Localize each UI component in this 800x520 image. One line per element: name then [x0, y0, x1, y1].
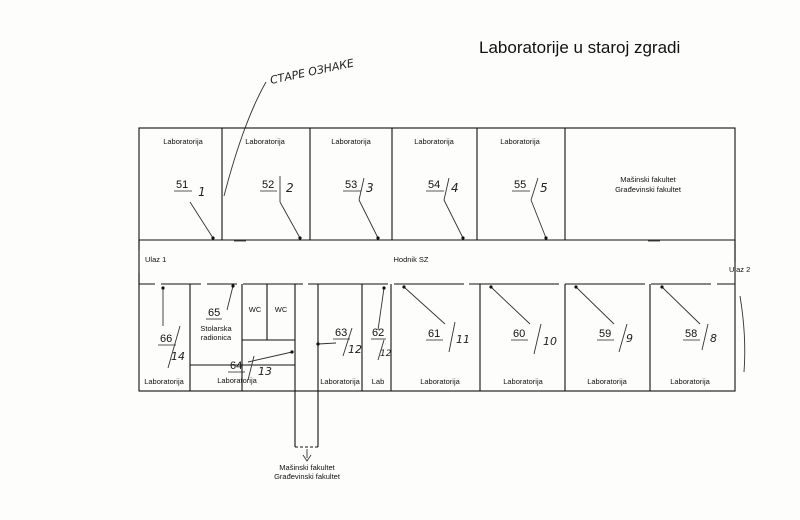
top-rooms	[139, 128, 735, 241]
room-number: 52	[262, 179, 274, 191]
room-number: 66	[160, 333, 172, 345]
wc-label: WC	[275, 305, 288, 314]
room-number: 58	[685, 328, 697, 340]
room-62: Lab 62 12	[371, 286, 392, 386]
exit-faculty-name: Građevinski fakultet	[274, 472, 341, 481]
faculty-name: Građevinski fakultet	[615, 185, 682, 194]
old-room-number: 8	[710, 332, 717, 345]
room-label: Laboratorija	[144, 377, 184, 386]
room-53: Laboratorija 53 3	[331, 137, 380, 240]
room-label: Lab	[372, 377, 385, 386]
room-number: 62	[372, 327, 384, 339]
bottom-rooms	[189, 284, 651, 448]
corridor-label: Hodnik SZ	[393, 255, 428, 264]
room-label: Laboratorija	[331, 137, 371, 146]
old-room-number: 10	[543, 335, 557, 348]
exit-passage: Mašinski fakultet Građevinski fakultet	[274, 449, 341, 481]
room-52: Laboratorija 52 2	[245, 137, 302, 240]
room-65: 65 Stolarska radionica	[200, 284, 235, 342]
old-room-number: 2	[286, 181, 294, 195]
room-label: Laboratorija	[503, 377, 543, 386]
room-number: 53	[345, 179, 357, 191]
room-60: Laboratorija 60 10	[489, 285, 557, 386]
room-66: Laboratorija 66 14	[144, 286, 185, 386]
old-room-number: 12	[380, 349, 392, 359]
arrow-down-icon	[302, 454, 312, 462]
entrance-2-label: Ulaz 2	[729, 265, 750, 274]
entrance-1-label: Ulaz 1	[145, 255, 166, 264]
old-room-number: 14	[171, 350, 185, 363]
room-label: Laboratorija	[587, 377, 627, 386]
room-64: Laboratorija 64 13	[217, 350, 294, 385]
wc-label: WC	[249, 305, 262, 314]
room-label: Laboratorija	[670, 377, 710, 386]
building-outline	[138, 127, 736, 392]
room-label: Laboratorija	[414, 137, 454, 146]
room-59: Laboratorija 59 9	[574, 285, 633, 386]
room-number: 60	[513, 328, 525, 340]
room-number: 65	[208, 307, 220, 319]
room-51: Laboratorija 51 1	[163, 137, 215, 240]
old-room-number: 9	[626, 332, 633, 345]
room-label: Laboratorija	[163, 137, 203, 146]
room-label: Laboratorija	[320, 377, 360, 386]
room-63: Laboratorija 63 12	[316, 327, 362, 386]
room-number: 63	[335, 327, 347, 339]
corridor: Ulaz 1 Hodnik SZ Ulaz 2	[138, 240, 750, 285]
room-61: Laboratorija 61 11	[402, 285, 470, 386]
note-pointer-line	[223, 81, 267, 197]
room-number: 55	[514, 179, 526, 191]
room-label: Laboratorija	[500, 137, 540, 146]
room-label: radionica	[201, 333, 232, 342]
room-54: Laboratorija 54 4	[414, 137, 465, 240]
old-room-number: 12	[348, 343, 362, 356]
old-room-number: 1	[198, 185, 206, 199]
faculty-block-top-right: Mašinski fakultet Građevinski fakultet	[615, 175, 682, 194]
old-room-number: 3	[366, 181, 374, 195]
pen-mark	[739, 295, 746, 373]
old-room-number: 4	[451, 181, 459, 195]
exit-faculty-name: Mašinski fakultet	[279, 463, 335, 472]
old-room-number: 13	[258, 365, 272, 378]
old-room-number: 11	[456, 333, 470, 346]
room-label: Laboratorija	[217, 376, 257, 385]
room-number: 64	[230, 360, 242, 372]
faculty-name: Mašinski fakultet	[620, 175, 676, 184]
room-number: 59	[599, 328, 611, 340]
room-55: Laboratorija 55 5	[500, 137, 548, 240]
page-title: Laboratorije u staroj zgradi	[479, 38, 680, 57]
room-number: 61	[428, 328, 440, 340]
room-label: Laboratorija	[420, 377, 460, 386]
room-label: Laboratorija	[245, 137, 285, 146]
room-label: Stolarska	[200, 324, 232, 333]
handwritten-note: СТАРЕ ОЗНАКЕ	[269, 56, 355, 86]
room-number: 54	[428, 179, 440, 191]
old-room-number: 5	[540, 181, 548, 195]
room-58: Laboratorija 58 8	[660, 285, 717, 386]
room-number: 51	[176, 179, 188, 191]
